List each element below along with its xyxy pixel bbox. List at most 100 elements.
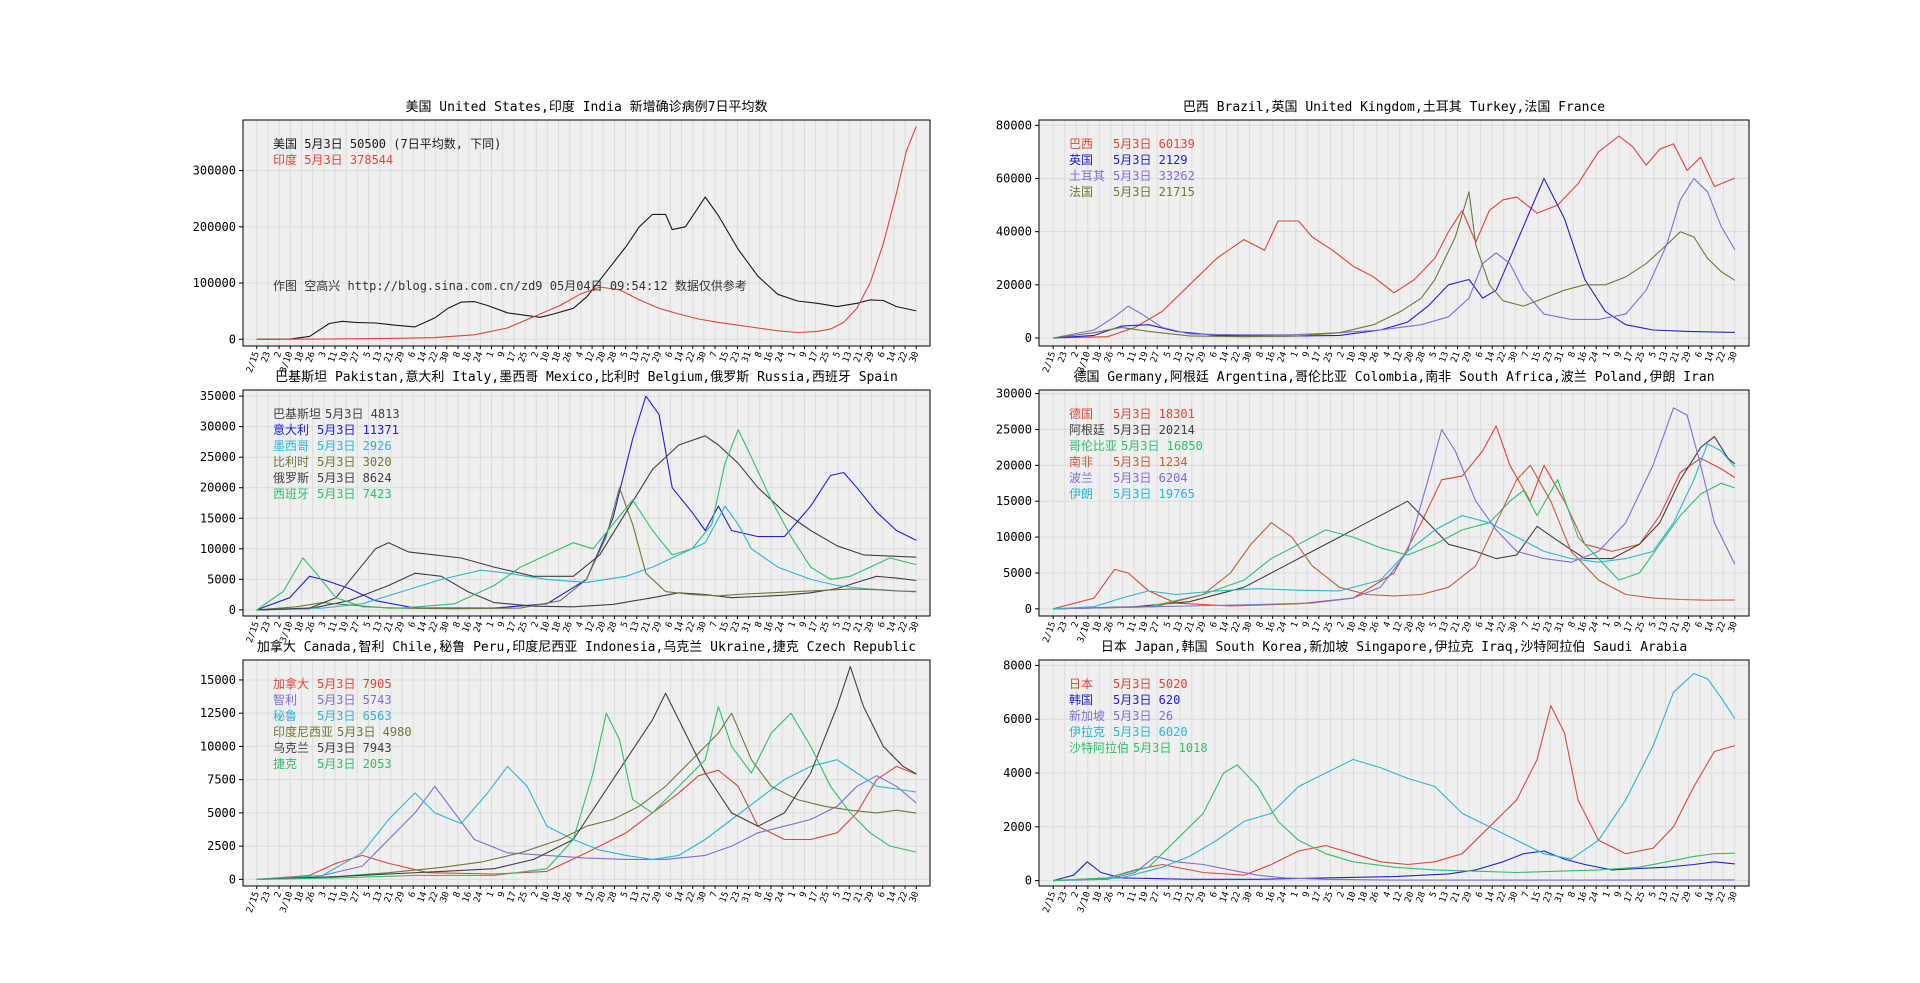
x-tick-label: 17 [1311,890,1324,904]
x-tick-label: 30 [696,620,709,634]
x-tick-label: 29 [651,890,664,904]
x-tick-label: 16 [1265,620,1278,634]
x-tick-label: 23 [1542,890,1555,904]
x-tick-label: 21 [1669,350,1682,364]
x-tick-label: 8 [1567,890,1578,899]
x-tick-label: 4 [575,890,586,899]
x-tick-label: 29 [1681,890,1694,904]
series-line-日本 [1053,705,1735,882]
x-tick-label: 20 [1403,620,1416,634]
x-tick-label: 30 [1727,890,1740,904]
x-tick-label: 17 [1623,890,1636,904]
x-tick-label: 25 [1634,620,1647,634]
legend-value: 5月3日 5743 [317,693,392,707]
x-tick-label: 24 [1588,350,1601,364]
x-tick-label: 29 [1461,890,1474,904]
legend-name: 墨西哥 [273,439,309,453]
legend-value: 5月3日 7423 [317,487,392,501]
y-tick-label: 12500 [200,706,236,720]
x-tick-label: 30 [1507,620,1520,634]
x-tick-label: 25 [819,350,832,364]
x-tick-label: 13 [1438,350,1451,364]
x-tick-label: 22 [897,350,910,364]
x-tick-label: 6 [664,890,675,899]
x-tick-label: 11 [1126,890,1139,904]
legend-value: 5月3日 6020 [1113,725,1188,739]
x-tick-label: 23 [260,890,273,904]
x-tick-label: 26 [1103,350,1116,364]
x-tick-label: 6 [664,350,675,359]
x-tick-label: 21 [383,620,396,634]
x-tick-label: 13 [1438,890,1451,904]
x-tick-label: 30 [1727,350,1740,364]
x-tick-label: 12 [584,350,597,364]
y-tick-label: 15000 [200,511,236,525]
x-tick-label: 8 [452,350,463,359]
x-tick-label: 29 [1681,350,1694,364]
x-tick-label: 9 [798,620,809,629]
x-tick-label: 31 [1554,620,1567,634]
x-tick-label: 22 [685,350,698,364]
legend-name: 日本 [1069,677,1093,691]
x-tick-label: 9 [1613,890,1624,899]
legend-name: 阿根廷 [1069,423,1105,437]
x-tick-label: 27 [349,890,362,904]
x-tick-label: 5 [832,890,843,899]
x-tick-label: 31 [741,890,754,904]
x-tick-label: 16 [763,350,776,364]
legend-name: 俄罗斯 [273,471,309,485]
legend-value: 5月3日 1018 [1133,741,1208,755]
x-tick-label: 8 [1255,620,1266,629]
chart-title: 巴西 Brazil,英国 United Kingdom,土耳其 Turkey,法… [1183,100,1605,115]
x-tick-label: 24 [774,620,787,634]
x-tick-label: 29 [394,620,407,634]
x-tick-label: 2/15 [1042,350,1059,374]
legend-name: 巴西 [1069,137,1093,151]
x-tick-label: 1 [787,890,798,899]
x-tick-label: 4 [1382,350,1393,359]
legend-value: 5月3日 20214 [1113,423,1195,437]
series-line-韩国 [1053,850,1735,882]
x-tick-label: 5 [1163,620,1174,629]
x-tick-label: 2 [1070,620,1081,629]
x-tick-label: 7 [1521,890,1532,899]
x-tick-label: 5 [832,350,843,359]
y-tick-label: 15000 [996,494,1032,508]
x-tick-label: 1 [787,350,798,359]
x-tick-label: 8 [1255,350,1266,359]
x-tick-label: 10 [539,350,552,364]
x-tick-label: 26 [1369,350,1382,364]
x-tick-label: 23 [1057,620,1070,634]
x-tick-label: 16 [1265,890,1278,904]
x-tick-label: 26 [305,620,318,634]
x-tick-label: 13 [841,890,854,904]
y-tick-label: 300000 [193,164,236,178]
x-tick-label: 21 [1450,890,1463,904]
legend-name: 意大利 [273,422,309,437]
x-tick-label: 29 [1461,620,1474,634]
x-tick-label: 14 [674,620,687,634]
x-tick-label: 15 [1530,620,1543,634]
x-tick-label: 29 [651,350,664,364]
x-tick-label: 18 [294,620,307,634]
x-tick-label: 1 [787,620,798,629]
y-tick-label: 0 [1025,602,1032,616]
x-tick-label: 14 [674,890,687,904]
chart-title: 德国 Germany,阿根廷 Argentina,哥伦比亚 Colombia,南… [1073,369,1714,385]
x-tick-label: 15 [1530,350,1543,364]
x-tick-label: 5 [1163,350,1174,359]
series-line-印度 [256,126,917,340]
y-tick-label: 10000 [200,739,236,753]
x-tick-label: 16 [763,620,776,634]
x-tick-label: 14 [1704,350,1717,364]
y-tick-label: 25000 [200,450,236,464]
x-tick-label: 7 [1521,350,1532,359]
y-tick-label: 2500 [207,839,236,853]
legend-entry: 美国 5月3日 50500 (7日平均数, 下同) [273,136,501,151]
x-tick-label: 22 [1230,620,1243,634]
x-tick-label: 8 [754,350,765,359]
legend-value: 5月3日 2926 [317,439,392,453]
y-tick-label: 35000 [200,389,236,403]
x-tick-label: 26 [1369,620,1382,634]
